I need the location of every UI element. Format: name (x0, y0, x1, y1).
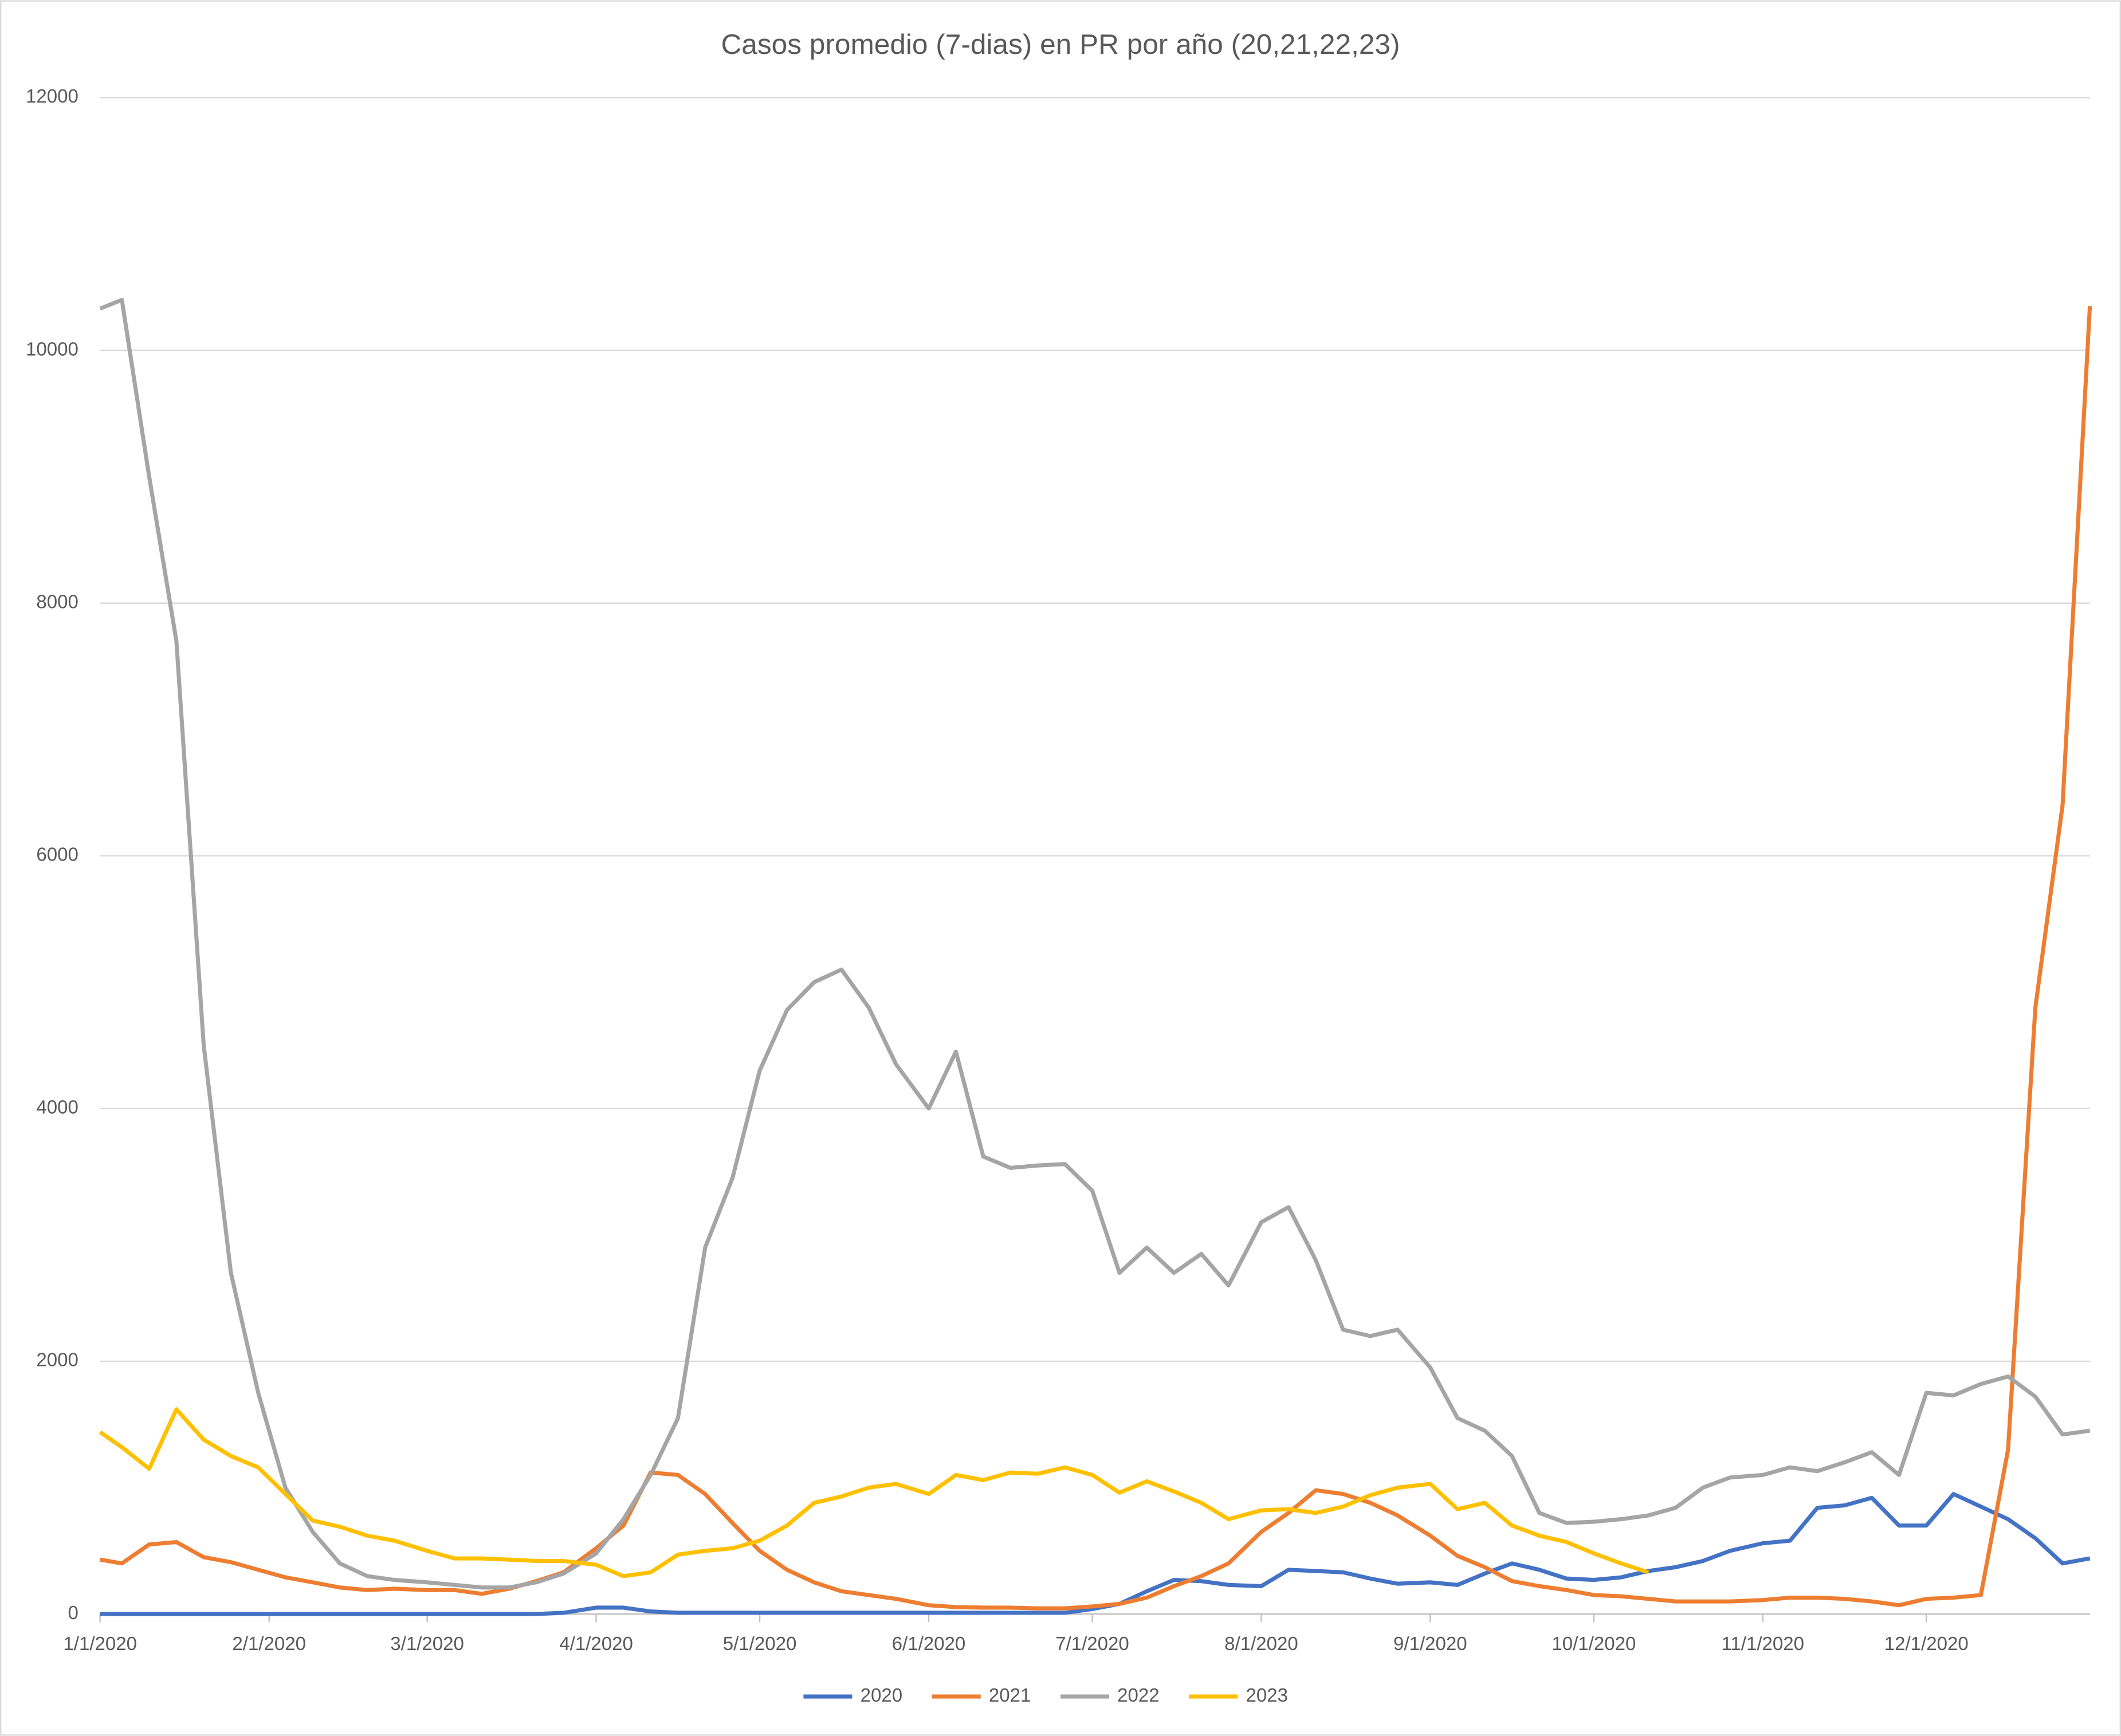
y-tick-label: 6000 (36, 844, 78, 865)
x-tick-label: 6/1/2020 (892, 1633, 966, 1655)
x-tick-label: 3/1/2020 (390, 1633, 464, 1655)
series-line (99, 297, 2091, 1590)
legend-label: 2021 (989, 1685, 1031, 1706)
legend-label: 2022 (1117, 1685, 1160, 1706)
legend-label: 2020 (861, 1685, 903, 1706)
y-tick-label: 10000 (26, 339, 78, 360)
series-line (100, 306, 2092, 1611)
legend-label: 2023 (1246, 1685, 1288, 1706)
x-tick-label: 11/1/2020 (1722, 1633, 1805, 1655)
x-tick-label: 7/1/2020 (1055, 1633, 1129, 1655)
x-tick-label: 8/1/2020 (1224, 1633, 1298, 1655)
y-tick-label: 2000 (36, 1350, 78, 1371)
chart-title: Casos promedio (7-dias) en PR por año (2… (721, 28, 1400, 60)
x-tick-label: 9/1/2020 (1393, 1633, 1467, 1655)
y-tick-label: 8000 (36, 591, 78, 612)
x-tick-label: 4/1/2020 (559, 1633, 633, 1655)
x-tick-label: 2/1/2020 (232, 1633, 306, 1655)
y-tick-label: 0 (68, 1603, 78, 1624)
x-tick-label: 12/1/2020 (1884, 1633, 1969, 1655)
y-tick-label: 4000 (36, 1097, 78, 1118)
x-tick-label: 10/1/2020 (1552, 1633, 1636, 1655)
x-tick-label: 1/1/2020 (63, 1633, 137, 1655)
series-line (99, 1407, 1649, 1578)
series-line (100, 1492, 2091, 1616)
y-tick-label: 12000 (26, 86, 78, 107)
x-tick-label: 5/1/2020 (723, 1633, 797, 1655)
